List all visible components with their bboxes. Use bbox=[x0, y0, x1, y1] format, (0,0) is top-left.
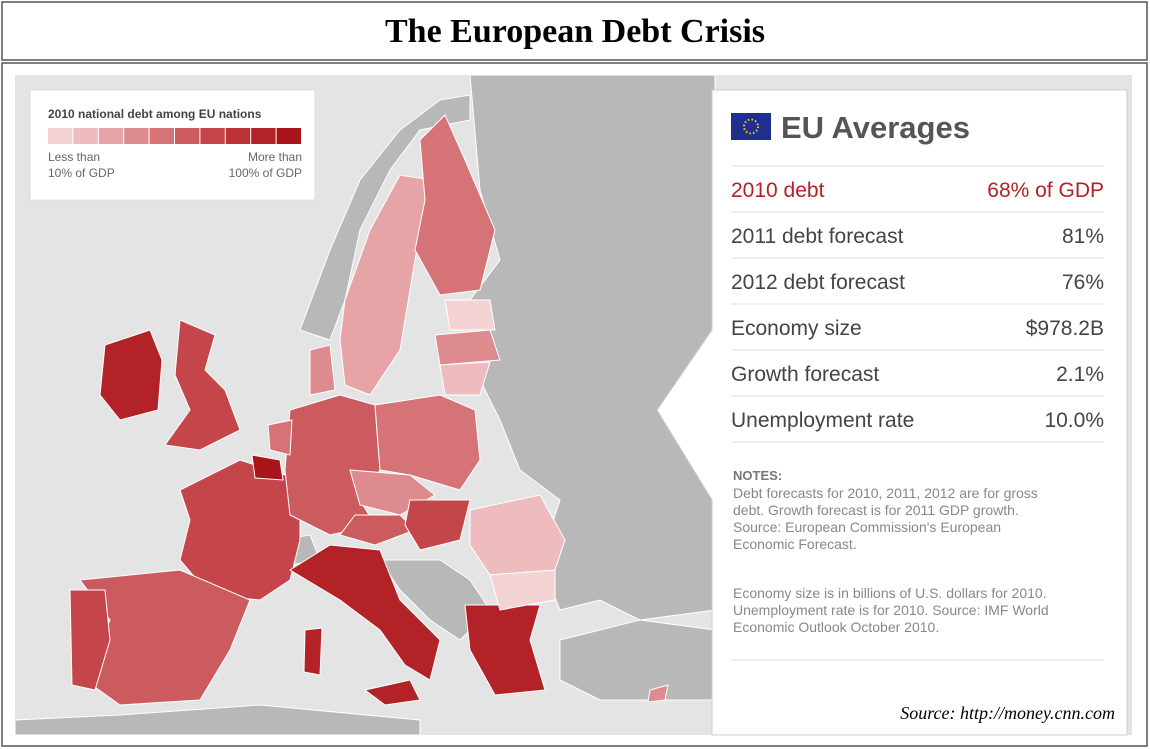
land-africa bbox=[14, 704, 421, 736]
flag bbox=[731, 113, 771, 140]
legend-swatch bbox=[124, 128, 149, 144]
row-label: 2012 debt forecast bbox=[731, 271, 905, 294]
denmark bbox=[309, 344, 336, 396]
notes: Debt forecasts for 2010, 2011, 2012 are … bbox=[733, 485, 1049, 635]
note-line: Economic Outlook October 2010. bbox=[733, 619, 939, 635]
eu-flag bbox=[731, 113, 771, 140]
legend-title: 2010 national debt among EU nations bbox=[48, 107, 262, 121]
row-label: Economy size bbox=[731, 317, 862, 340]
flag-stars bbox=[743, 118, 759, 135]
germany bbox=[284, 394, 381, 536]
legend-swatch bbox=[251, 128, 276, 144]
row-value: $978.2B bbox=[1026, 317, 1104, 340]
estonia bbox=[444, 299, 496, 331]
row-value: 2.1% bbox=[1056, 363, 1104, 386]
hungary bbox=[404, 499, 471, 551]
sicily bbox=[363, 679, 421, 706]
notes-heading: NOTES: bbox=[733, 468, 782, 483]
italy bbox=[289, 544, 441, 681]
belgium bbox=[251, 454, 284, 481]
panel-title: EU Averages bbox=[781, 110, 970, 145]
legend-swatch bbox=[225, 128, 251, 144]
page-title: The European Debt Crisis bbox=[385, 13, 765, 50]
note-line: Economy size is in billions of U.S. doll… bbox=[733, 585, 1047, 601]
land-east bbox=[469, 74, 716, 621]
sweden bbox=[339, 174, 431, 396]
legend-swatch bbox=[200, 128, 225, 144]
source: Source: http://money.cnn.com bbox=[900, 703, 1115, 723]
note-line: Source: European Commission's European bbox=[733, 519, 1001, 535]
legend-high-label: More than bbox=[248, 150, 302, 164]
row-value: 81% bbox=[1062, 225, 1104, 248]
note-line: Economic Forecast. bbox=[733, 536, 857, 552]
panel-rows: 2010 debt 68% of GDP 2011 debt forecast 81%… bbox=[731, 165, 1104, 443]
latvia bbox=[434, 329, 501, 366]
legend-swatch bbox=[98, 128, 124, 144]
portugal bbox=[69, 589, 111, 691]
ireland bbox=[99, 329, 163, 421]
legend-low-label: 10% of GDP bbox=[48, 166, 115, 180]
cyprus bbox=[647, 684, 669, 703]
lithuania bbox=[439, 361, 491, 396]
note-line: Debt forecasts for 2010, 2011, 2012 are … bbox=[733, 485, 1038, 501]
legend-box bbox=[29, 89, 316, 201]
legend-low-label: Less than bbox=[48, 150, 100, 164]
austria bbox=[339, 514, 416, 546]
row-label: Unemployment rate bbox=[731, 409, 914, 432]
row-value: 10.0% bbox=[1044, 409, 1104, 432]
legend-swatch bbox=[73, 128, 98, 144]
legend-swatch bbox=[276, 128, 301, 144]
note-line: Unemployment rate is for 2010. Source: I… bbox=[733, 602, 1049, 618]
poland bbox=[374, 394, 481, 491]
row-value: 68% of GDP bbox=[987, 179, 1104, 202]
uk bbox=[164, 319, 241, 451]
legend-high-label: 100% of GDP bbox=[229, 166, 302, 180]
finland bbox=[414, 114, 496, 296]
legend: 2010 national debt among EU nations Less… bbox=[29, 89, 316, 201]
legend-swatch bbox=[149, 128, 174, 144]
row-label: Growth forecast bbox=[731, 363, 879, 386]
row-label: 2011 debt forecast bbox=[731, 225, 904, 248]
info-panel bbox=[656, 89, 1128, 736]
legend-swatch bbox=[48, 128, 73, 144]
row-label: 2010 debt bbox=[731, 179, 825, 202]
legend-swatch bbox=[175, 128, 200, 144]
bulgaria bbox=[489, 569, 556, 611]
note-line: debt. Growth forecast is for 2011 GDP gr… bbox=[733, 502, 1019, 518]
title-box bbox=[1, 1, 1148, 61]
row-value: 76% bbox=[1062, 271, 1104, 294]
greece bbox=[464, 604, 546, 696]
sardinia bbox=[303, 627, 323, 676]
netherlands bbox=[267, 419, 293, 456]
